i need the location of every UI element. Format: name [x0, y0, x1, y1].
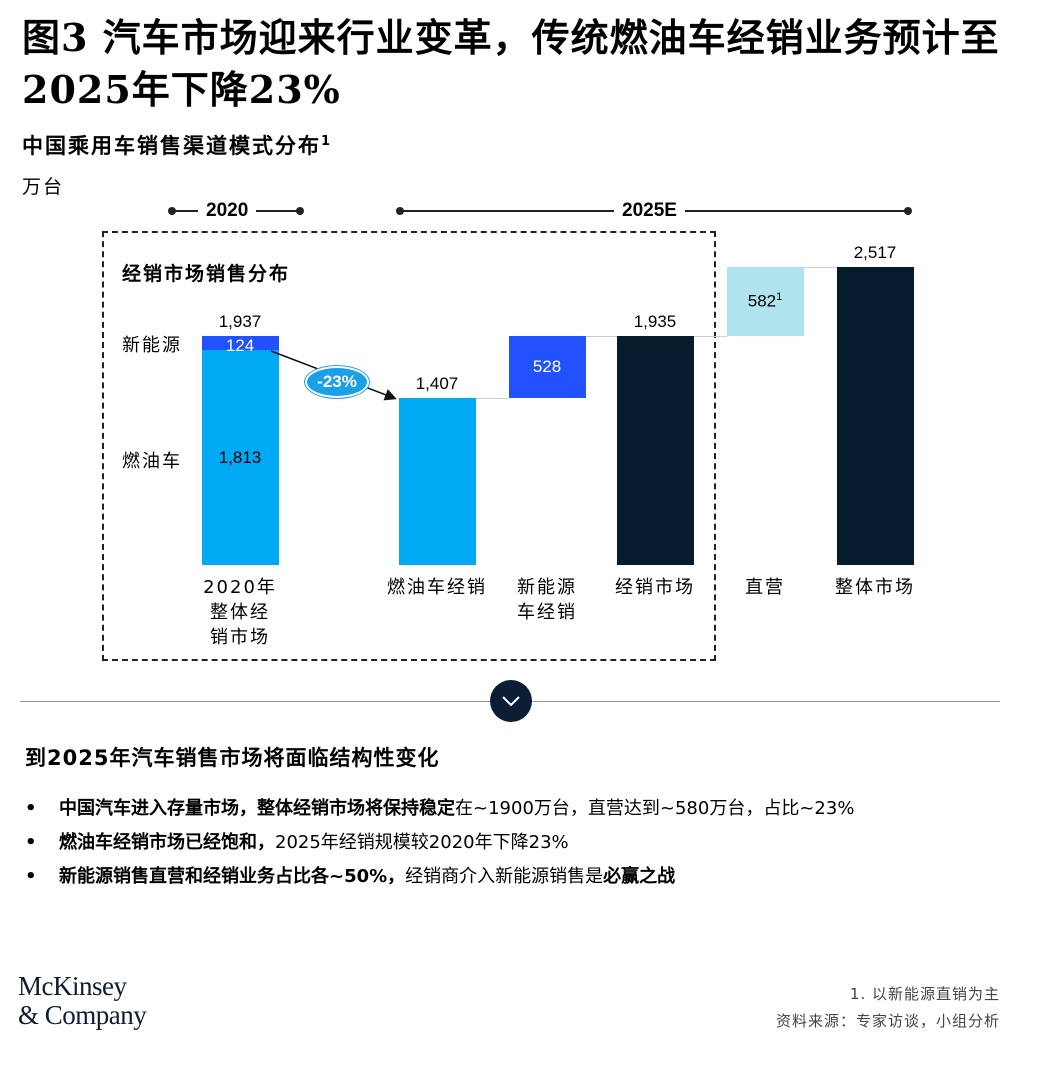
decline-arrow [270, 350, 397, 401]
footnotes: 1. 以新能源直销为主 资料来源：专家访谈，小组分析 [776, 981, 1000, 1035]
subtitle-text: 中国乘用车销售渠道模式分布 [22, 134, 321, 158]
takeaway-heading: 到2025年汽车销售市场将面临结构性变化 [25, 746, 440, 770]
segment-value-label: 124 [225, 335, 255, 355]
category-label-line: 直营 [745, 577, 785, 598]
takeaway-item: • 燃油车经销市场已经饱和，2025年经销规模较2020年下降23% [25, 830, 1005, 855]
bullet-icon: • [25, 798, 37, 819]
footnote-mark: 1 [776, 291, 783, 304]
category-label: 新能源 车经销 [487, 575, 607, 625]
scroll-down-button[interactable] [490, 680, 532, 722]
unit-label: 万台 [22, 176, 65, 198]
bar [398, 398, 476, 565]
takeaway-text: 在~1900万台，直营达到~580万台，占比~23% [455, 798, 855, 819]
bar-total-label: 1,937 [218, 311, 262, 331]
bar-value-label: 2,517 [853, 243, 897, 262]
connector-line [803, 267, 837, 268]
category-label-line: 销市场 [210, 627, 270, 648]
bar [616, 335, 694, 565]
takeaway-item: • 新能源销售直营和经销业务占比各~50%，经销商介入新能源销售是必赢之战 [25, 864, 1005, 889]
logo-line-2: & Company [18, 1000, 147, 1030]
period-dot [296, 207, 304, 215]
waterfall-chart: 1,813 124 1,937 1,407 528 1,935 5821 2,517 2020年… [180, 243, 935, 650]
source-note: 资料来源：专家访谈，小组分析 [775, 1012, 1000, 1030]
bullet-icon: • [25, 832, 37, 853]
bar-value-label: 1,935 [633, 311, 677, 331]
bar-value-label: 5821 [747, 291, 783, 312]
bar-value-label: 528 [532, 357, 562, 377]
dealer-market-box-title: 经销市场销售分布 [122, 263, 291, 285]
category-label-line: 经销市场 [615, 577, 695, 598]
connector-line [585, 335, 617, 337]
connector-line [475, 398, 509, 400]
category-label: 整体市场 [815, 575, 935, 600]
bar-value-label: 1,407 [415, 374, 459, 394]
logo-line-1: McKinsey [18, 971, 127, 1001]
mckinsey-logo: McKinsey & Company [18, 971, 147, 1030]
bar-segment [201, 350, 279, 565]
period-dot [168, 207, 176, 215]
takeaway-list: • 中国汽车进入存量市场，整体经销市场将保持稳定在~1900万台，直营达到~580… [25, 796, 1005, 898]
connector-line [693, 335, 727, 337]
category-label-line: 燃油车经销 [387, 577, 487, 598]
period-label-2025e: 2025E [614, 200, 685, 222]
side-label-ice: 燃油车 [122, 451, 182, 472]
bar [726, 267, 804, 336]
period-label-2020: 2020 [198, 200, 257, 222]
footnote-1: 1. 以新能源直销为主 [849, 985, 1000, 1003]
bullet-icon: • [25, 866, 37, 887]
bar [836, 267, 914, 565]
category-label-line: 2020年 [203, 577, 277, 598]
page-title: 图3 汽车市场迎来行业变革，传统燃油车经销业务预计至2025年下降23% [22, 15, 1000, 112]
category-label-line: 新能源 [517, 577, 577, 598]
takeaway-bold: 燃油车经销市场已经饱和， [59, 832, 275, 853]
category-label: 燃油车经销 [377, 575, 497, 600]
period-dot [396, 207, 404, 215]
takeaway-bold: 新能源销售直营和经销业务占比各~50%， [59, 866, 406, 887]
bar [508, 335, 586, 399]
chevron-down-icon [502, 696, 520, 707]
takeaway-text: 经销商介入新能源销售是 [405, 866, 604, 887]
chart-subtitle: 中国乘用车销售渠道模式分布1 [22, 130, 332, 160]
dealer-market-box [102, 231, 716, 661]
takeaway-bold: 必赢之战 [603, 866, 676, 887]
category-label: 2020年整体经销市场 [180, 575, 300, 650]
bar-segment [201, 335, 279, 351]
takeaway-bold: 中国汽车进入存量市场，整体经销市场将保持稳定 [59, 798, 455, 819]
decline-badge: -23% [305, 366, 369, 398]
takeaway-text: 2025年经销规模较2020年下降23% [275, 832, 569, 853]
category-label-line: 整体市场 [835, 577, 915, 598]
category-label: 经销市场 [595, 575, 715, 600]
period-dot [904, 207, 912, 215]
subtitle-footnote-mark: 1 [321, 134, 333, 149]
category-label-line: 整体经 [210, 602, 270, 623]
category-label: 直营 [705, 575, 825, 600]
takeaway-item: • 中国汽车进入存量市场，整体经销市场将保持稳定在~1900万台，直营达到~580… [25, 796, 1005, 821]
side-label-nev: 新能源 [122, 335, 182, 356]
segment-value-label: 1,813 [218, 447, 262, 467]
category-label-line: 车经销 [517, 602, 577, 623]
